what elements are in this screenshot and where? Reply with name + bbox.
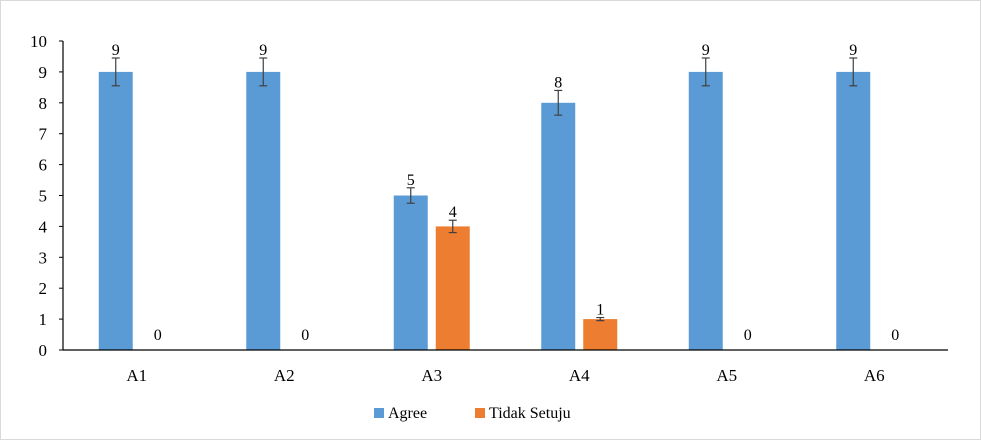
- legend-label-agree: Agree: [388, 405, 427, 422]
- y-tick-label: 6: [39, 156, 48, 175]
- y-tick-label: 3: [39, 248, 48, 267]
- bar-agree-a6: [836, 71, 871, 351]
- y-tick-label: 0: [39, 341, 48, 360]
- x-tick-label: A6: [864, 366, 885, 385]
- data-label: 0: [154, 327, 162, 344]
- error-bar: [111, 57, 120, 87]
- y-axis-ticks: 0 1 2 3 4 5 6 7 8 9 10: [30, 32, 63, 360]
- legend-label-tidak-setuju: Tidak Setuju: [489, 405, 571, 422]
- legend-swatch-tidak-setuju: [475, 408, 485, 418]
- data-label: 0: [744, 327, 752, 344]
- x-tick-label: A2: [274, 366, 295, 385]
- y-tick-label: 7: [39, 125, 48, 144]
- y-tick-label: 9: [39, 63, 48, 82]
- x-axis-ticks: A1 A2 A3 A4 A5 A6: [126, 366, 884, 385]
- data-label: 4: [449, 204, 457, 221]
- data-label: 1: [596, 302, 604, 319]
- bar-tidak-setuju-a4: [583, 319, 618, 350]
- x-tick-label: A3: [421, 366, 442, 385]
- error-bar: [554, 89, 563, 116]
- y-tick-label: 10: [30, 32, 47, 51]
- error-bar: [596, 316, 605, 322]
- data-label: 9: [702, 42, 710, 59]
- data-label: 9: [112, 42, 120, 59]
- bar-agree-a3: [393, 195, 428, 350]
- error-bar: [849, 57, 858, 87]
- error-bar: [701, 57, 710, 87]
- legend: Agree Tidak Setuju: [374, 405, 571, 422]
- bar-tidak-setuju-a3: [435, 226, 470, 350]
- y-tick-label: 5: [39, 187, 48, 206]
- y-tick-label: 2: [39, 279, 48, 298]
- x-tick-label: A5: [716, 366, 737, 385]
- data-labels: 9 0 9 0 5 4 8 1 9 0 9 0: [112, 42, 900, 344]
- error-bar: [406, 187, 415, 204]
- error-bar: [259, 57, 268, 87]
- bars: [98, 71, 871, 351]
- error-bars: [111, 57, 858, 322]
- x-tick-label: A1: [126, 366, 147, 385]
- data-label: 9: [849, 42, 857, 59]
- bar-agree-a4: [541, 102, 576, 350]
- data-label: 0: [301, 327, 309, 344]
- error-bar: [448, 219, 457, 234]
- legend-swatch-agree: [374, 408, 384, 418]
- data-label: 5: [407, 172, 415, 189]
- data-label: 0: [891, 327, 899, 344]
- x-tick-label: A4: [569, 366, 590, 385]
- y-tick-label: 4: [39, 217, 48, 236]
- bar-agree-a2: [246, 71, 281, 351]
- y-tick-label: 8: [39, 94, 48, 113]
- bar-agree-a5: [688, 71, 723, 351]
- data-label: 8: [554, 74, 562, 91]
- y-tick-label: 1: [39, 310, 48, 329]
- data-label: 9: [259, 42, 267, 59]
- bar-agree-a1: [98, 71, 133, 351]
